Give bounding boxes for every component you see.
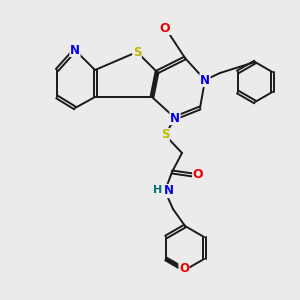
Text: N: N: [200, 74, 210, 86]
Text: S: S: [133, 46, 141, 59]
Text: H: H: [153, 185, 163, 195]
Text: O: O: [160, 22, 170, 34]
Text: N: N: [164, 184, 174, 197]
Text: O: O: [179, 262, 189, 275]
Text: S: S: [161, 128, 169, 142]
Text: O: O: [193, 169, 203, 182]
Text: N: N: [70, 44, 80, 56]
Text: N: N: [170, 112, 180, 124]
